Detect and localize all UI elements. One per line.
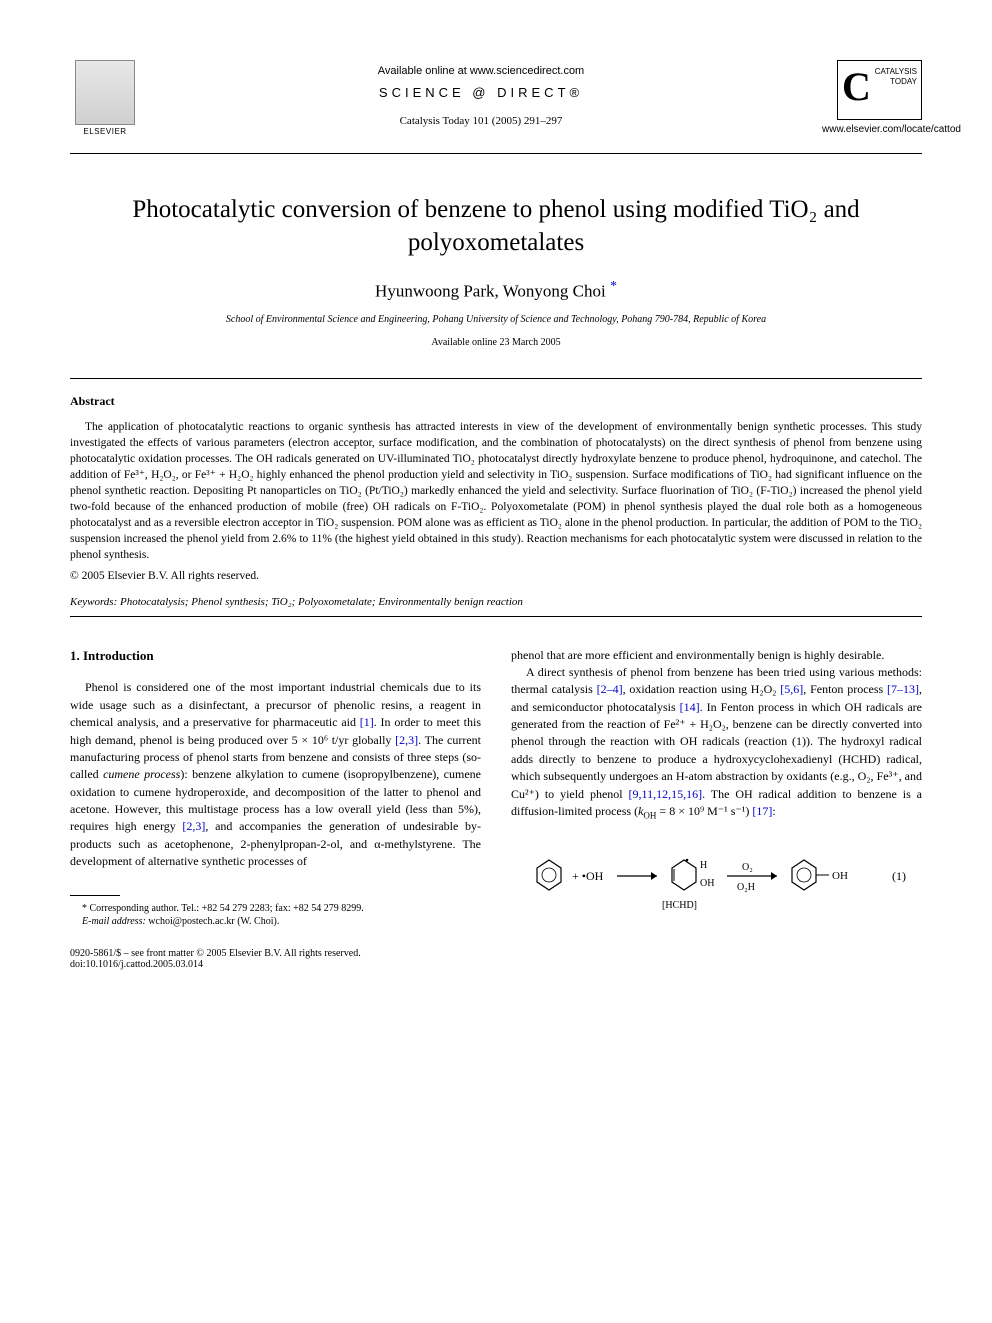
journal-logo-box: C CATALYSIS TODAY	[837, 60, 922, 120]
body-columns: 1. Introduction Phenol is considered one…	[70, 647, 922, 928]
left-column: 1. Introduction Phenol is considered one…	[70, 647, 481, 928]
date-online: Available online 23 March 2005	[70, 337, 922, 348]
ref-link-7[interactable]: [14]	[680, 700, 700, 714]
elsevier-logo: ELSEVIER	[70, 60, 140, 145]
available-online-text: Available online at www.sciencedirect.co…	[140, 65, 822, 77]
journal-logo: C CATALYSIS TODAY www.elsevier.com/locat…	[822, 60, 922, 135]
cumene-italic: cumene process	[103, 767, 180, 781]
ref-link-3[interactable]: [2,3]	[182, 819, 205, 833]
reaction-scheme: + •OH H OH [HCHD] O₂ O₂H O	[511, 838, 922, 923]
intro-para-2: A direct synthesis of phenol from benzen…	[511, 664, 922, 823]
author-names: Hyunwoong Park, Wonyong Choi	[375, 282, 606, 301]
article-title: Photocatalytic conversion of benzene to …	[70, 194, 922, 259]
svg-text:O₂: O₂	[742, 862, 753, 873]
header-divider	[70, 153, 922, 154]
para2-text-e: . In Fenton process in which OH radicals…	[511, 700, 922, 801]
ref-link-9[interactable]: [17]	[752, 804, 772, 818]
ref-link-5[interactable]: [5,6]	[780, 682, 803, 696]
keywords-label: Keywords:	[70, 596, 117, 608]
issn-line: 0920-5861/$ – see front matter © 2005 El…	[70, 948, 922, 959]
corresponding-author-link[interactable]: *	[610, 279, 617, 294]
intro-para-1-cont: phenol that are more efficient and envir…	[511, 647, 922, 664]
keywords: Keywords: Photocatalysis; Phenol synthes…	[70, 596, 922, 608]
svg-text:O₂H: O₂H	[737, 882, 755, 893]
intro-para-1: Phenol is considered one of the most imp…	[70, 679, 481, 870]
elsevier-tree-icon	[75, 60, 135, 125]
right-column: phenol that are more efficient and envir…	[511, 647, 922, 928]
ref-link-1[interactable]: [1]	[360, 715, 374, 729]
doi-line: doi:10.1016/j.cattod.2005.03.014	[70, 959, 922, 970]
journal-citation: Catalysis Today 101 (2005) 291–297	[140, 115, 822, 127]
journal-logo-text: CATALYSIS TODAY	[875, 67, 917, 86]
abstract-top-rule	[70, 378, 922, 379]
koh-val: = 8 × 10⁹ M⁻¹ s⁻¹)	[656, 804, 752, 818]
para2-text-c: , Fenton process	[803, 682, 887, 696]
abstract-text: The application of photocatalytic reacti…	[70, 419, 922, 564]
para2-text-b: , oxidation reaction using H₂O₂	[623, 682, 781, 696]
section-1-heading: 1. Introduction	[70, 647, 481, 666]
corresponding-footnote: * Corresponding author. Tel.: +82 54 279…	[70, 902, 481, 915]
header-center: Available online at www.sciencedirect.co…	[140, 60, 822, 127]
keywords-rule	[70, 616, 922, 617]
journal-logo-c-icon: C	[842, 63, 871, 110]
keywords-text: Photocatalysis; Phenol synthesis; TiO₂; …	[117, 596, 523, 608]
svg-text:[HCHD]: [HCHD]	[662, 900, 697, 911]
svg-text:OH: OH	[700, 878, 714, 889]
affiliation: School of Environmental Science and Engi…	[70, 314, 922, 325]
footnote-separator	[70, 895, 120, 896]
email-label: E-mail address:	[82, 916, 146, 927]
ref-link-2[interactable]: [2,3]	[395, 733, 418, 747]
ref-link-8[interactable]: [9,11,12,15,16]	[629, 787, 703, 801]
svg-text:(1): (1)	[892, 869, 906, 883]
svg-text:+ •OH: + •OH	[572, 869, 604, 883]
authors: Hyunwoong Park, Wonyong Choi *	[70, 279, 922, 302]
svg-text:H: H	[700, 860, 707, 871]
koh-sub: OH	[643, 810, 656, 820]
locate-url: www.elsevier.com/locate/cattod	[822, 124, 922, 135]
journal-logo-line1: CATALYSIS	[875, 67, 917, 76]
ref-link-4[interactable]: [2–4]	[597, 682, 623, 696]
reaction-svg: + •OH H OH [HCHD] O₂ O₂H O	[517, 838, 917, 918]
elsevier-label: ELSEVIER	[83, 127, 126, 136]
journal-logo-line2: TODAY	[890, 77, 917, 86]
sciencedirect-label: SCIENCE @ DIRECT®	[140, 85, 822, 100]
email-footnote: E-mail address: wchoi@postech.ac.kr (W. …	[70, 915, 481, 928]
page-footer: 0920-5861/$ – see front matter © 2005 El…	[70, 948, 922, 970]
para2-text-g: :	[772, 804, 775, 818]
ref-link-6[interactable]: [7–13]	[887, 682, 919, 696]
email-address: wchoi@postech.ac.kr (W. Choi).	[146, 916, 280, 927]
page-header: ELSEVIER Available online at www.science…	[70, 60, 922, 145]
svg-text:OH: OH	[832, 870, 848, 882]
abstract-heading: Abstract	[70, 394, 922, 409]
abstract-copyright: © 2005 Elsevier B.V. All rights reserved…	[70, 570, 922, 582]
